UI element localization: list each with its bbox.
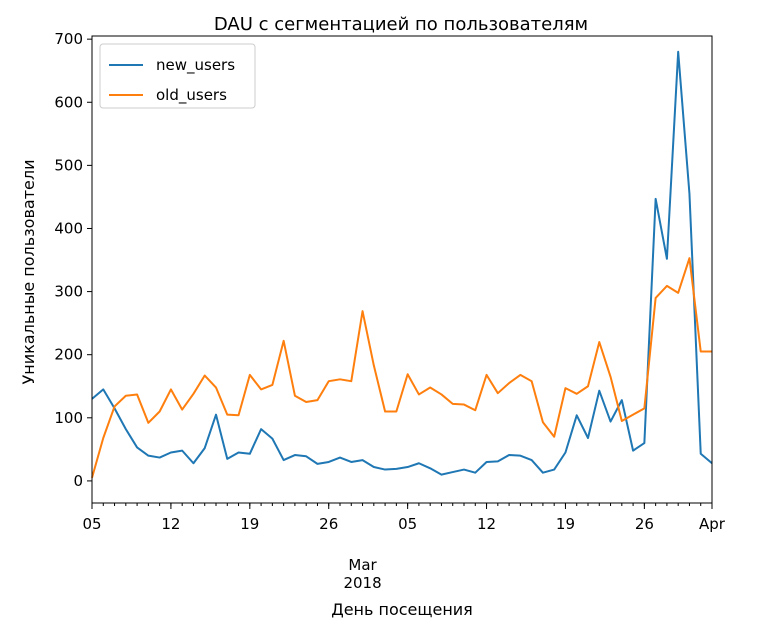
series-line-old-users bbox=[91, 257, 712, 479]
y-tick-label: 600 bbox=[54, 93, 83, 111]
series-line-new-users bbox=[91, 50, 713, 476]
chart-title: DAU с сегментацией по пользователям bbox=[214, 14, 588, 35]
legend-label-new-users: new_users bbox=[156, 56, 235, 75]
year-label: 2018 bbox=[343, 574, 381, 592]
y-tick-label: 100 bbox=[54, 409, 83, 427]
plot-area: 0 100 200 300 400 500 600 700 05 12 19 26 05 12 19 26 Ap… bbox=[54, 30, 725, 592]
plot-frame bbox=[91, 35, 713, 504]
x-tick-label: 12 bbox=[161, 515, 180, 533]
y-tick-label: 400 bbox=[54, 219, 83, 237]
x-tick-label: 19 bbox=[556, 515, 575, 533]
x-tick-label: Apr bbox=[699, 515, 726, 533]
x-tick-label: 26 bbox=[635, 515, 654, 533]
x-tick-label: 05 bbox=[82, 515, 101, 533]
legend: new_users old_users bbox=[99, 43, 256, 109]
legend-label-old-users: old_users bbox=[156, 86, 227, 105]
month-label: Mar bbox=[348, 556, 377, 574]
x-tick-label: 26 bbox=[319, 515, 338, 533]
y-tick-label: 200 bbox=[54, 346, 83, 364]
y-tick-label: 300 bbox=[54, 283, 83, 301]
x-tick-label: 19 bbox=[240, 515, 259, 533]
y-tick-label: 700 bbox=[54, 30, 83, 48]
x-axis-label: День посещения bbox=[331, 600, 473, 619]
y-tick-label: 0 bbox=[73, 472, 83, 490]
y-tick-label: 500 bbox=[54, 156, 83, 174]
legend-box bbox=[99, 43, 256, 109]
x-tick-label: 12 bbox=[477, 515, 496, 533]
x-tick-label: 05 bbox=[398, 515, 417, 533]
y-axis-label: Уникальные пользователи bbox=[19, 160, 38, 385]
